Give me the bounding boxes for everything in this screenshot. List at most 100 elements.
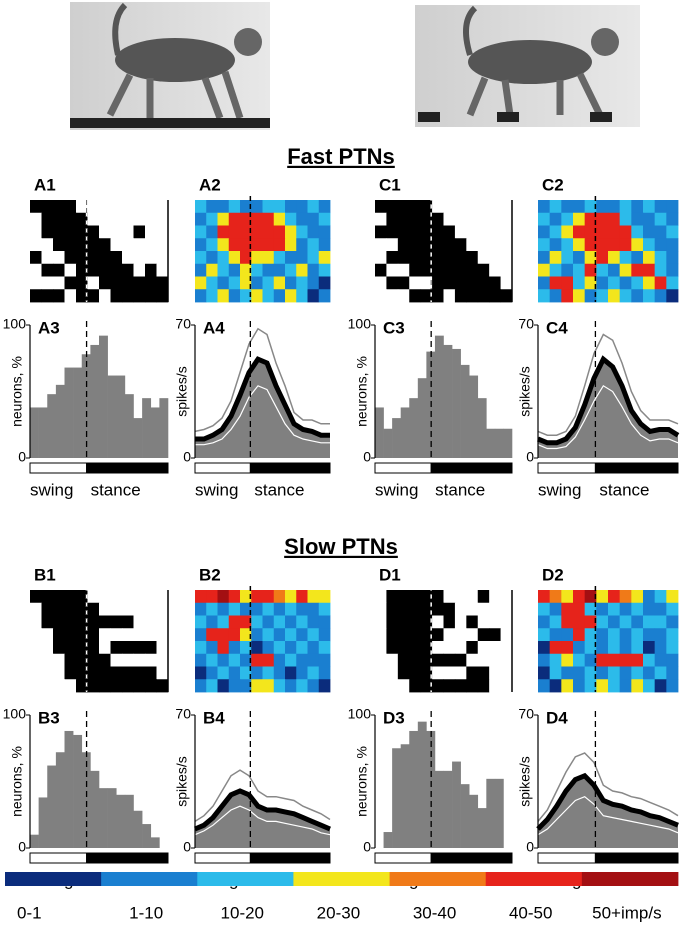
heat-cell (240, 628, 252, 642)
raster-cell (432, 653, 444, 667)
heat-cell (584, 200, 597, 214)
area (538, 775, 678, 848)
raster-cell (87, 628, 100, 642)
raster-cell (76, 679, 88, 693)
phase-label: swing (195, 480, 238, 499)
legend-label: 10-20 (221, 903, 264, 922)
heat-cell (596, 289, 609, 303)
raster-cell (99, 238, 111, 252)
raster-cell (41, 615, 54, 629)
raster-cell (466, 628, 479, 642)
raster-cell (53, 276, 65, 290)
raster-cell (500, 212, 513, 226)
heat-cell (596, 590, 609, 604)
heat-cell (195, 251, 207, 265)
heat-cell (206, 263, 218, 277)
raster-cell (432, 238, 444, 252)
raster-cell (432, 251, 444, 265)
heat-cell (643, 263, 656, 277)
heat-cell (619, 628, 632, 642)
heat-cell (654, 666, 667, 680)
raster-cell (145, 615, 157, 629)
heat-cell (631, 225, 644, 239)
raster-cell (397, 289, 410, 303)
heat-cell (573, 653, 586, 667)
raster-cell (30, 289, 42, 303)
raster-cell (122, 263, 134, 277)
heat-cell (561, 251, 574, 265)
heat-cell (538, 263, 551, 277)
heat-cell (262, 289, 275, 303)
heat-cell (307, 628, 320, 642)
raster-cell (454, 666, 467, 680)
raster-cell (477, 238, 490, 252)
bar (392, 748, 401, 848)
heat-cell (584, 289, 597, 303)
heat-cell (549, 628, 562, 642)
raster-cell (500, 590, 513, 604)
heat-cell (666, 276, 679, 290)
raster-cell (466, 590, 479, 604)
phase-label: stance (435, 480, 485, 499)
heat-cell (654, 212, 667, 226)
raster-cell (53, 212, 65, 226)
raster-cell (420, 225, 433, 239)
raster-cell (420, 276, 433, 290)
heat-cell (608, 263, 621, 277)
raster-cell (477, 679, 490, 693)
heat-cell (307, 641, 320, 655)
heat-cell (296, 212, 308, 226)
y-tick-label: 0 (526, 839, 534, 855)
raster-cell (87, 679, 100, 693)
heat-cell (619, 615, 632, 629)
heat-cell (273, 653, 286, 667)
raster-cell (122, 602, 134, 616)
heat-cell (538, 602, 551, 616)
raster-cell (133, 615, 146, 629)
raster-cell (64, 276, 77, 290)
heat-cell (217, 289, 230, 303)
bar (443, 770, 453, 848)
bar (55, 384, 65, 458)
heat-cell (619, 641, 632, 655)
raster-cell (53, 615, 65, 629)
raster-cell (477, 641, 490, 655)
heat-cell (584, 628, 597, 642)
heat-cell (643, 615, 656, 629)
raster-cell (64, 590, 77, 604)
heat-cell (307, 276, 320, 290)
raster-cell (500, 653, 513, 667)
raster-cell (30, 641, 42, 655)
raster-cell (420, 602, 433, 616)
heat-cell (608, 251, 621, 265)
heat-cell (318, 225, 331, 239)
raster-cell (443, 602, 456, 616)
heat-cell (251, 679, 263, 693)
raster-cell (500, 225, 513, 239)
raster-cell (375, 251, 387, 265)
raster-cell (41, 602, 54, 616)
heat-cell (538, 641, 551, 655)
bar (142, 824, 152, 848)
panel-label: B3 (38, 708, 60, 727)
heat-cell (251, 276, 263, 290)
heat-cell (307, 263, 320, 277)
heat-cell (666, 615, 679, 629)
heat-cell (619, 276, 632, 290)
heat-cell (285, 289, 297, 303)
legend-label: 20-30 (317, 903, 360, 922)
phase-label: swing (375, 480, 418, 499)
raster-cell (420, 666, 433, 680)
panel-label: A1 (34, 175, 56, 194)
stance-bar (86, 462, 169, 474)
bar (494, 778, 504, 848)
heat-cell (296, 653, 308, 667)
raster-cell (99, 289, 111, 303)
raster-cell (122, 679, 134, 693)
raster-cell (133, 238, 146, 252)
heat-cell (573, 641, 586, 655)
heat-cell (195, 602, 207, 616)
heat-cell (206, 590, 218, 604)
heat-cell (549, 653, 562, 667)
raster-cell (397, 276, 410, 290)
